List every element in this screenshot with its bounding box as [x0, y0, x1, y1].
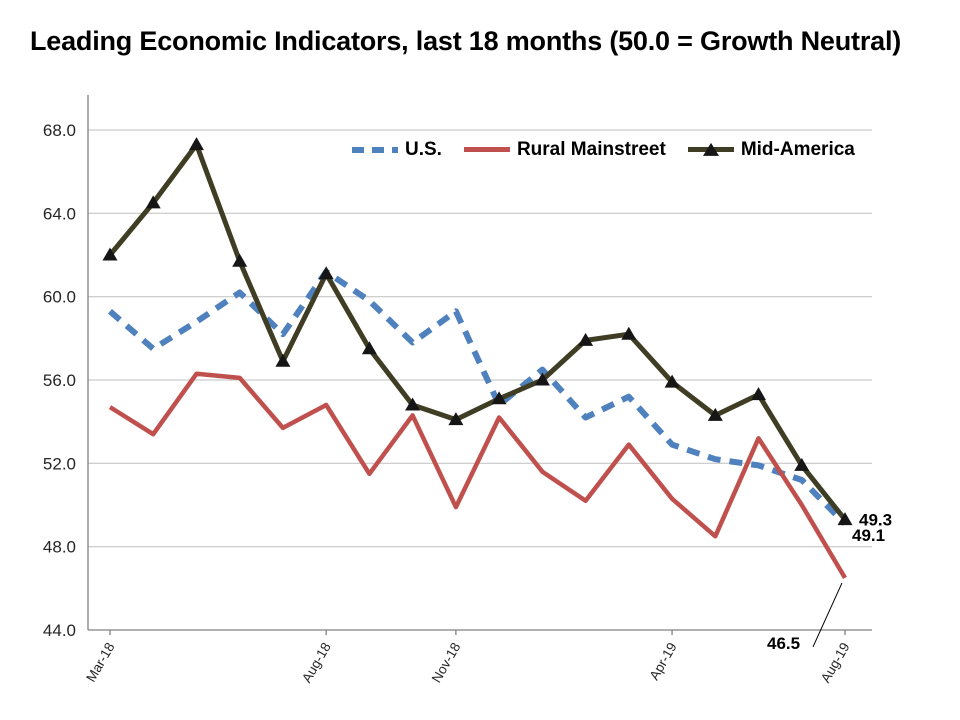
legend-label-mid-america: Mid-America — [740, 139, 855, 160]
triangle-marker — [794, 457, 810, 471]
y-tick-label: 64.0 — [43, 204, 76, 223]
triangle-marker — [751, 387, 766, 401]
triangle-marker — [448, 412, 464, 426]
annotation-label-u-s: 49.1 — [852, 526, 885, 545]
legend-label-rural-mainstreet: Rural Mainstreet — [516, 139, 666, 160]
triangle-marker — [318, 266, 334, 280]
x-tick-label: Mar-18 — [83, 640, 117, 685]
triangle-marker — [275, 353, 291, 367]
x-tick-label: Apr-19 — [646, 640, 679, 683]
y-tick-label: 48.0 — [43, 538, 76, 557]
y-tick-label: 56.0 — [43, 371, 76, 390]
annotation-label-mid-america: 49.3 — [859, 511, 892, 530]
triangle-marker — [837, 512, 853, 526]
legend-swatch-rural-mainstreet — [463, 147, 510, 152]
triangle-marker — [664, 374, 680, 388]
legend-label-u-s: U.S. — [405, 139, 442, 160]
legend: U.S. Rural Mainstreet Mid-America — [352, 140, 855, 159]
legend-triangle-marker-icon — [702, 142, 719, 156]
x-tick-label: Nov-18 — [429, 640, 464, 685]
annotation-leader-line — [812, 582, 843, 648]
series-line-mid-america — [108, 142, 847, 522]
legend-swatch-u-s — [352, 146, 398, 153]
y-tick-label: 60.0 — [43, 288, 76, 307]
chart-title: Leading Economic Indicators, last 18 mon… — [30, 26, 902, 56]
triangle-marker — [534, 372, 550, 386]
triangle-marker — [405, 397, 421, 411]
x-tick-label: Aug-18 — [299, 640, 334, 685]
triangle-marker — [491, 391, 507, 405]
triangle-marker — [578, 332, 594, 346]
series-line-rural-mainstreet — [108, 371, 847, 580]
y-tick-label: 44.0 — [43, 621, 76, 640]
legend-swatch-mid-america — [687, 142, 734, 156]
triangle-marker — [232, 253, 248, 267]
x-tick-label: Aug-19 — [818, 640, 853, 685]
series-line-u-s — [108, 268, 848, 526]
triangle-marker — [102, 247, 118, 261]
y-tick-label: 52.0 — [43, 454, 76, 473]
legend-item-mid-america: Mid-America — [687, 139, 855, 160]
annotation-label-rural-mainstreet: 46.5 — [767, 634, 800, 653]
legend-item-u-s: U.S. — [352, 140, 442, 159]
triangle-marker — [707, 407, 723, 421]
triangle-marker — [145, 195, 161, 209]
legend-item-rural-mainstreet: Rural Mainstreet — [463, 139, 666, 160]
y-tick-label: 68.0 — [43, 121, 76, 140]
triangle-marker — [621, 326, 637, 340]
triangle-marker — [189, 137, 204, 151]
triangle-marker — [361, 341, 377, 355]
